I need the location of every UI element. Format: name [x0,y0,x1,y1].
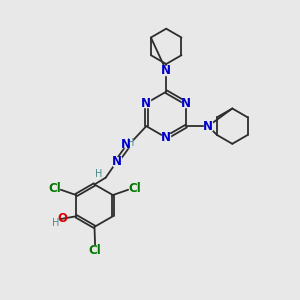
Text: N: N [181,97,191,110]
Bar [162,66,170,75]
Bar [182,99,190,107]
Text: N: N [161,64,171,77]
Bar [119,139,132,147]
Text: N: N [112,155,122,168]
Text: H: H [52,218,59,228]
Text: H: H [127,138,134,148]
Bar [142,99,150,107]
Text: O: O [57,212,67,225]
Text: Cl: Cl [48,182,61,195]
Bar [113,158,121,166]
Text: N: N [161,131,171,144]
Bar [204,122,212,130]
Text: N: N [203,120,213,133]
Text: Cl: Cl [89,244,101,257]
Text: N: N [141,97,151,110]
Text: Cl: Cl [128,182,141,195]
Text: H: H [94,169,102,179]
Bar [162,134,170,142]
Text: N: N [121,138,131,151]
